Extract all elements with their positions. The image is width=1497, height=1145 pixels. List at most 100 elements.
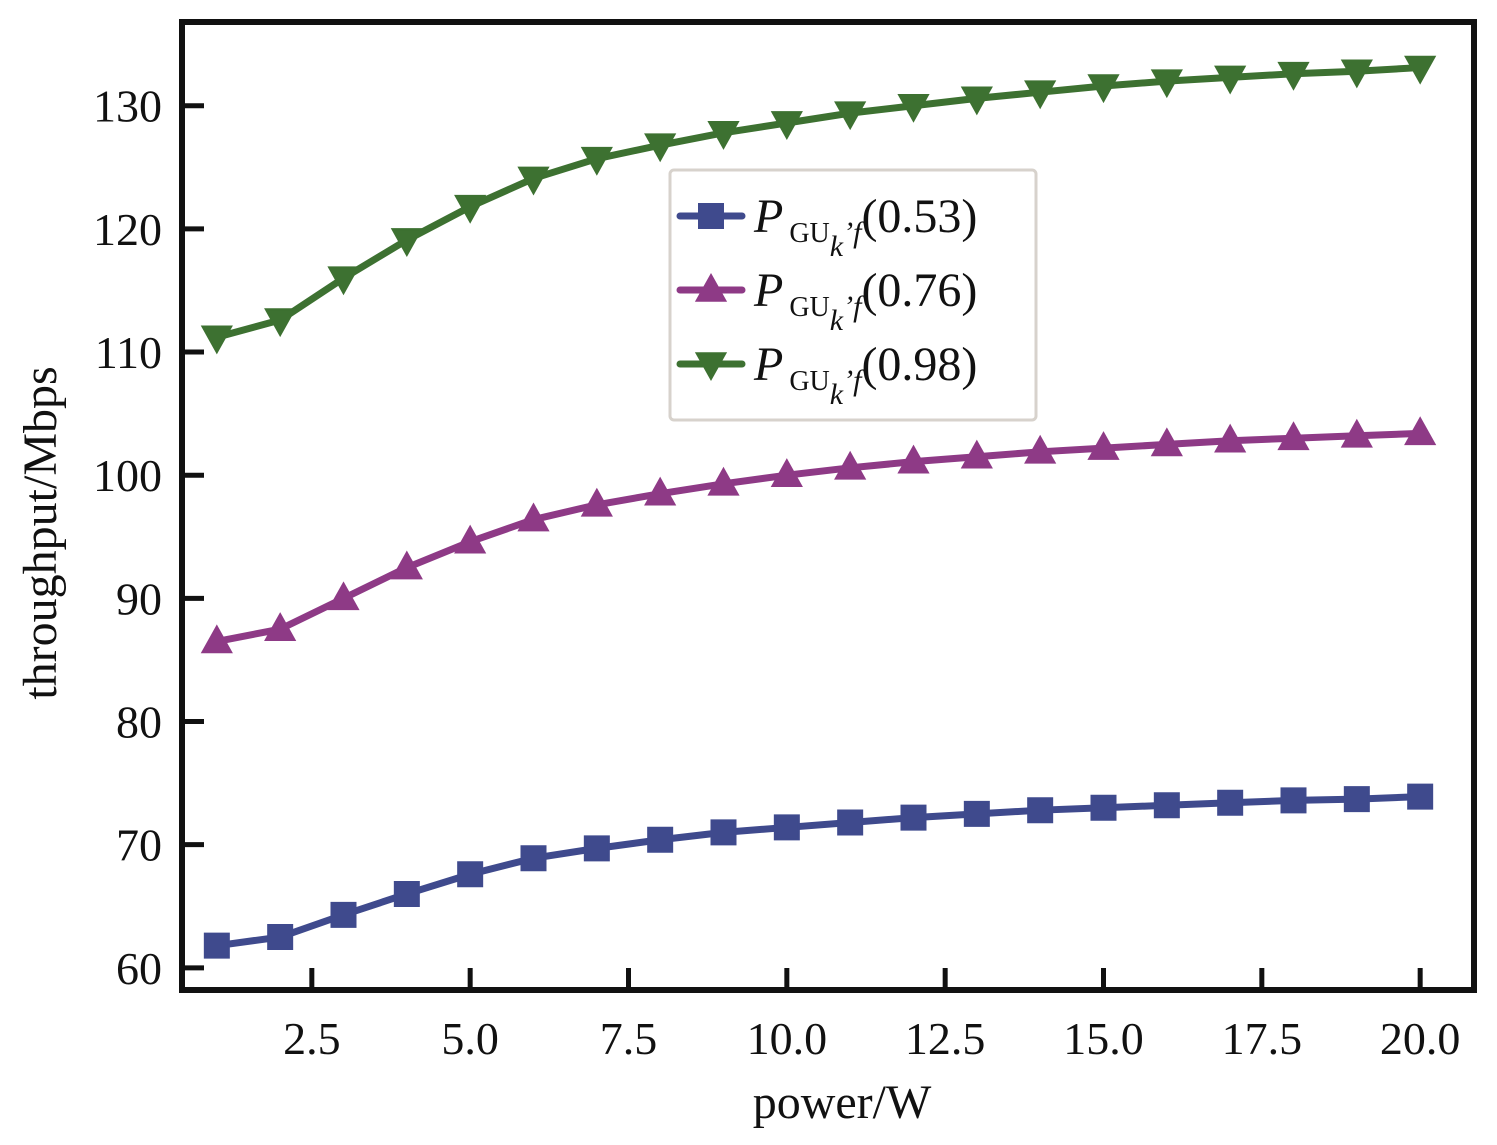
series-1-point bbox=[1343, 786, 1370, 813]
x-tick-label: 7.5 bbox=[600, 1013, 658, 1064]
series-2-point bbox=[1404, 416, 1437, 446]
series-2-point bbox=[1340, 418, 1373, 448]
series-1-point bbox=[203, 932, 230, 959]
legend-subscript-sub-3: k bbox=[830, 378, 844, 411]
legend-value-2: (0.76) bbox=[861, 264, 977, 317]
plot-frame bbox=[179, 19, 1477, 993]
series-3-point bbox=[1087, 74, 1120, 104]
series-2-point bbox=[454, 524, 487, 554]
series-2-point bbox=[390, 550, 423, 580]
series-2-point bbox=[580, 487, 613, 517]
legend-marker-2 bbox=[694, 272, 728, 302]
series-1-point bbox=[330, 901, 357, 928]
legend-symbol-1: P bbox=[753, 190, 783, 243]
series-3-point bbox=[960, 86, 993, 116]
legend-value-1: (0.53) bbox=[861, 190, 977, 243]
x-tick-label: 15.0 bbox=[1063, 1013, 1144, 1064]
legend-subscript-2: GU bbox=[789, 292, 829, 323]
series-2-point bbox=[960, 439, 993, 469]
series-2-point bbox=[1214, 423, 1247, 453]
series-2-point bbox=[644, 476, 677, 506]
legend-box bbox=[668, 168, 1038, 422]
legend-symbol-3: P bbox=[753, 338, 783, 391]
legend-subscript-tail-2: ’f bbox=[843, 290, 865, 323]
y-tick-label: 60 bbox=[116, 943, 162, 994]
series-1-point bbox=[710, 819, 737, 846]
series-1 bbox=[203, 783, 1434, 959]
series-2-point bbox=[1150, 427, 1183, 457]
series-1-point bbox=[1217, 789, 1244, 816]
series-1-point bbox=[647, 826, 674, 853]
legend-subscript-tail-1: ’f bbox=[843, 216, 865, 249]
legend-subscript-sub-1: k bbox=[830, 230, 844, 263]
series-2-point bbox=[1024, 434, 1057, 464]
series-2-point bbox=[897, 444, 930, 474]
y-tick-label: 70 bbox=[116, 820, 162, 871]
series-2-line bbox=[213, 429, 1424, 645]
series-3-point bbox=[1340, 59, 1373, 89]
x-tick-label: 2.5 bbox=[283, 1013, 341, 1064]
series-3-point bbox=[327, 266, 360, 296]
series-2-point bbox=[327, 581, 360, 611]
series-2 bbox=[200, 416, 1437, 654]
legend-subscript-3: GU bbox=[789, 366, 829, 397]
y-tick-label: 110 bbox=[95, 327, 162, 378]
series-3-point bbox=[1404, 55, 1437, 85]
legend-marker-1 bbox=[698, 203, 724, 229]
x-tick-label: 17.5 bbox=[1222, 1013, 1303, 1064]
series-1-point bbox=[1280, 787, 1307, 814]
series-2-point bbox=[707, 466, 740, 496]
series-3-point bbox=[264, 308, 297, 338]
series-3-point bbox=[390, 228, 423, 258]
chart-legend: P GUk’f(0.53)P GUk’f(0.76)P GUk’f(0.98) bbox=[668, 168, 1038, 422]
y-tick-label: 100 bbox=[93, 450, 162, 501]
legend-symbol-2: P bbox=[753, 264, 783, 317]
series-1-point bbox=[900, 804, 927, 831]
series-1-point bbox=[1027, 797, 1054, 824]
legend-subscript-tail-3: ’f bbox=[843, 364, 865, 397]
x-tick-label: 12.5 bbox=[905, 1013, 986, 1064]
series-1-point bbox=[1407, 783, 1434, 810]
series-3-point bbox=[1024, 80, 1057, 110]
y-axis-label: throughput/Mbps bbox=[14, 366, 67, 699]
legend-subscript-sub-2: k bbox=[830, 304, 844, 337]
series-3-point bbox=[1150, 69, 1183, 99]
x-tick-label: 20.0 bbox=[1380, 1013, 1461, 1064]
series-3-point bbox=[1214, 65, 1247, 95]
x-tick-label: 5.0 bbox=[441, 1013, 499, 1064]
series-3-point bbox=[200, 325, 233, 355]
series-1-point bbox=[457, 861, 484, 888]
series-2-point bbox=[264, 612, 297, 641]
series-1-point bbox=[1153, 792, 1180, 819]
legend-marker-3 bbox=[694, 352, 728, 382]
series-3-point bbox=[517, 166, 550, 196]
series-1-point bbox=[963, 800, 990, 827]
x-tick-label: 10.0 bbox=[747, 1013, 828, 1064]
legend-subscript-1: GU bbox=[789, 218, 829, 249]
series-1-point bbox=[837, 809, 864, 836]
series-3-point bbox=[770, 111, 803, 141]
legend-label-1: P GUk’f(0.53) bbox=[753, 190, 977, 263]
data-series-layer bbox=[200, 55, 1437, 959]
legend-label-2: P GUk’f(0.76) bbox=[753, 264, 977, 337]
series-1-point bbox=[583, 835, 610, 862]
series-1-point bbox=[393, 880, 420, 907]
axis-ticks-layer: 2.5 5.0 7.5 10.0 12.5 15.0 17.5 20.0 60 70 80 90 100… bbox=[93, 81, 1460, 1064]
series-1-point bbox=[520, 845, 547, 872]
series-3-point bbox=[454, 194, 487, 224]
series-3-point bbox=[580, 146, 613, 176]
series-1-point bbox=[1090, 794, 1117, 821]
series-1-point bbox=[773, 814, 800, 841]
y-tick-label: 90 bbox=[116, 573, 162, 624]
series-3 bbox=[200, 55, 1437, 355]
series-2-point bbox=[770, 458, 803, 488]
series-3-point bbox=[707, 121, 740, 150]
series-3-point bbox=[834, 101, 867, 131]
legend-label-3: P GUk’f(0.98) bbox=[753, 338, 977, 411]
y-tick-label: 120 bbox=[93, 204, 162, 255]
series-3-point bbox=[644, 133, 677, 163]
series-3-point bbox=[897, 93, 930, 123]
y-tick-label: 80 bbox=[116, 697, 162, 748]
series-1-point bbox=[267, 924, 294, 951]
